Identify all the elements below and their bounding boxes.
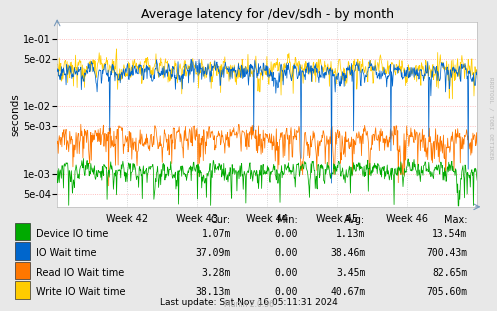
Text: 3.28m: 3.28m: [202, 268, 231, 278]
Text: 1.07m: 1.07m: [202, 229, 231, 239]
Text: 705.60m: 705.60m: [426, 287, 467, 297]
Text: Munin 2.0.56: Munin 2.0.56: [224, 300, 273, 309]
Text: 0.00: 0.00: [275, 248, 298, 258]
Bar: [15, 223, 30, 240]
Text: 38.46m: 38.46m: [330, 248, 365, 258]
Bar: [15, 242, 30, 260]
Text: Max:: Max:: [444, 215, 467, 225]
Text: 0.00: 0.00: [275, 268, 298, 278]
Bar: [15, 262, 30, 279]
Text: 700.43m: 700.43m: [426, 248, 467, 258]
Text: Write IO Wait time: Write IO Wait time: [36, 287, 125, 297]
Text: 13.54m: 13.54m: [432, 229, 467, 239]
Text: Read IO Wait time: Read IO Wait time: [36, 268, 124, 278]
Text: Min:: Min:: [277, 215, 298, 225]
Text: 3.45m: 3.45m: [336, 268, 365, 278]
Text: 1.13m: 1.13m: [336, 229, 365, 239]
Text: Avg:: Avg:: [344, 215, 365, 225]
Text: 37.09m: 37.09m: [196, 248, 231, 258]
Text: Cur:: Cur:: [211, 215, 231, 225]
Title: Average latency for /dev/sdh - by month: Average latency for /dev/sdh - by month: [141, 7, 394, 21]
Text: RRDTOOL / TOBI OETIKER: RRDTOOL / TOBI OETIKER: [489, 77, 494, 160]
Bar: [15, 281, 30, 299]
Text: 40.67m: 40.67m: [330, 287, 365, 297]
Text: IO Wait time: IO Wait time: [36, 248, 96, 258]
Text: Device IO time: Device IO time: [36, 229, 108, 239]
Text: 82.65m: 82.65m: [432, 268, 467, 278]
Text: 38.13m: 38.13m: [196, 287, 231, 297]
Text: 0.00: 0.00: [275, 229, 298, 239]
Text: 0.00: 0.00: [275, 287, 298, 297]
Text: Last update: Sat Nov 16 05:11:31 2024: Last update: Sat Nov 16 05:11:31 2024: [160, 298, 337, 307]
Y-axis label: seconds: seconds: [10, 93, 20, 136]
